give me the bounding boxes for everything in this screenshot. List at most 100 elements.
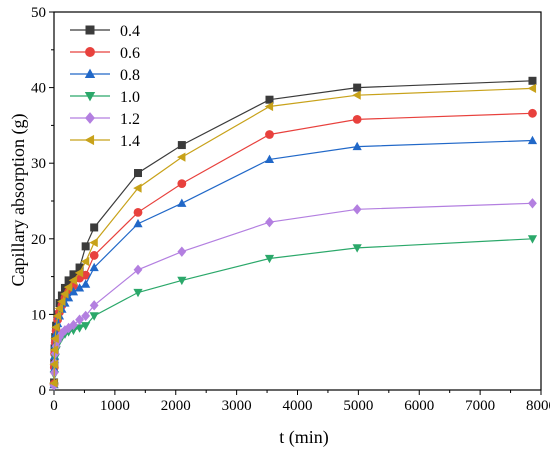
series-1.0	[49, 235, 538, 392]
data-point	[75, 314, 84, 325]
data-point	[265, 130, 274, 139]
data-point	[90, 223, 99, 232]
data-point	[68, 275, 78, 285]
x-tick-label: 7000	[465, 398, 495, 414]
x-axis-label: t (min)	[279, 427, 329, 448]
data-point	[85, 112, 95, 124]
data-point	[74, 324, 85, 333]
data-point	[89, 251, 99, 260]
legend-item: 0.8	[70, 67, 140, 84]
data-point	[64, 292, 74, 302]
series-line	[53, 139, 533, 385]
data-point	[64, 276, 73, 285]
data-point	[84, 91, 96, 102]
x-tick-label: 0	[50, 398, 58, 414]
data-point	[81, 242, 90, 251]
data-point	[85, 47, 95, 57]
data-point	[68, 286, 79, 296]
legend-label: 0.8	[120, 67, 140, 84]
data-point	[60, 289, 69, 299]
data-point	[264, 101, 274, 112]
series-line	[53, 112, 533, 385]
data-point	[177, 246, 187, 257]
y-tick-label: 30	[31, 156, 46, 172]
data-point	[57, 296, 66, 307]
y-axis-ticks: 0 10 20 30 40 50	[31, 5, 54, 399]
data-point	[81, 322, 91, 331]
series-line	[53, 202, 533, 386]
data-point	[69, 319, 78, 331]
data-point	[352, 244, 362, 253]
data-point	[89, 300, 99, 311]
y-axis-label: Capillary absorption (g)	[8, 114, 29, 287]
legend-item: 1.2	[70, 111, 140, 128]
series-0.6	[49, 108, 537, 389]
data-point	[60, 325, 70, 336]
legend-label: 0.4	[120, 23, 140, 40]
x-tick-label: 4000	[283, 398, 313, 414]
data-point	[134, 169, 143, 178]
data-point	[89, 237, 98, 248]
x-tick-label: 6000	[404, 398, 434, 414]
data-point	[264, 254, 275, 264]
data-point	[133, 183, 142, 193]
y-tick-label: 50	[31, 5, 46, 21]
data-point	[81, 279, 91, 288]
data-point	[80, 256, 90, 267]
data-point	[352, 114, 362, 124]
data-point	[74, 283, 85, 292]
data-point	[84, 134, 95, 146]
series-layer	[49, 76, 538, 392]
data-point	[75, 263, 84, 272]
data-point	[528, 76, 537, 85]
data-point	[528, 198, 537, 209]
data-point	[352, 204, 362, 215]
x-tick-label: 1000	[100, 398, 130, 414]
y-tick-label: 20	[31, 232, 46, 248]
data-point	[54, 303, 64, 313]
data-point	[528, 108, 537, 118]
data-point	[49, 378, 58, 388]
series-1.4	[49, 83, 537, 388]
data-point	[69, 270, 78, 279]
data-point	[133, 288, 143, 298]
data-point	[133, 207, 143, 217]
data-point	[60, 283, 69, 292]
x-tick-label: 5000	[343, 398, 373, 414]
y-tick-label: 40	[31, 81, 46, 97]
legend: 0.4 0.6 0.8 1.0 1.2 1.4	[70, 23, 140, 150]
y-tick-label: 10	[31, 307, 46, 323]
legend-item: 1.0	[70, 89, 140, 106]
data-point	[352, 141, 362, 151]
data-point	[81, 310, 91, 322]
data-point	[264, 154, 275, 164]
data-point	[63, 282, 73, 292]
data-point	[50, 333, 59, 344]
data-point	[265, 216, 274, 228]
data-point	[84, 68, 96, 79]
legend-item: 0.4	[70, 23, 140, 40]
data-point	[51, 322, 60, 332]
legend-item: 1.4	[70, 133, 140, 150]
data-point	[89, 262, 99, 272]
y-tick-label: 0	[39, 383, 47, 399]
legend-label: 1.2	[120, 111, 140, 128]
legend-item: 0.6	[70, 45, 140, 62]
data-point	[177, 152, 186, 162]
data-point	[352, 90, 361, 100]
data-point	[49, 345, 59, 355]
data-point	[177, 141, 186, 150]
legend-label: 1.0	[120, 89, 140, 106]
data-point	[527, 83, 537, 93]
data-point	[53, 318, 63, 328]
legend-label: 1.4	[120, 133, 140, 150]
data-point	[133, 264, 143, 275]
series-0.8	[49, 135, 538, 389]
data-point	[265, 95, 274, 104]
series-line	[53, 238, 533, 387]
legend-label: 0.6	[120, 45, 140, 62]
data-point	[89, 312, 99, 321]
data-point	[177, 276, 187, 286]
